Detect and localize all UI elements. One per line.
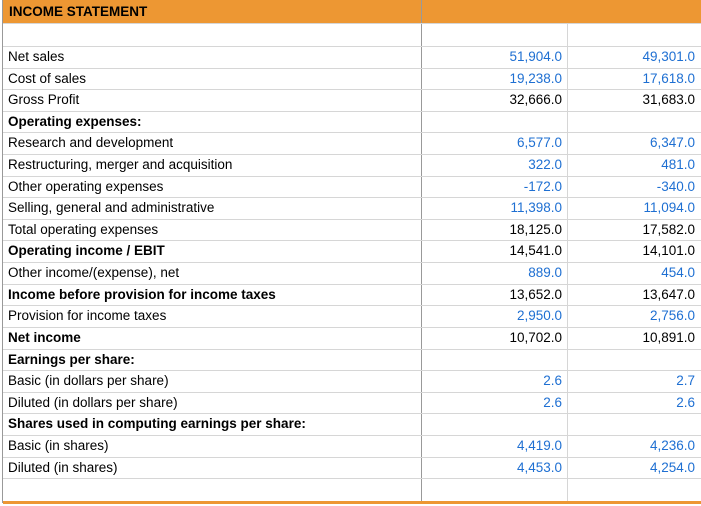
- spacer-value-cell-col2[interactable]: [568, 24, 701, 46]
- sheet-content: INCOME STATEMENT Net sales 51,904.0 49,3…: [3, 0, 701, 504]
- table-row: Basic (in shares) 4,419.0 4,236.0: [3, 435, 701, 458]
- row-value-col2[interactable]: 481.0: [661, 157, 695, 173]
- row-value-col1[interactable]: [422, 414, 568, 435]
- row-value-col2[interactable]: 454.0: [661, 265, 695, 281]
- page-title: INCOME STATEMENT: [9, 4, 148, 19]
- row-value-col2[interactable]: 10,891.0: [642, 329, 695, 345]
- title-cell[interactable]: INCOME STATEMENT: [3, 0, 422, 23]
- table-row: Other income/(expense), net 889.0 454.0: [3, 263, 701, 285]
- row-value-col2[interactable]: 2.7: [676, 373, 695, 389]
- row-label[interactable]: Restructuring, merger and acquisition: [3, 155, 422, 176]
- title-row: INCOME STATEMENT: [3, 0, 701, 24]
- row-value-col2[interactable]: 14,101.0: [642, 243, 695, 259]
- row-label[interactable]: [3, 479, 422, 501]
- spacer-row: [3, 24, 701, 47]
- row-value-col2[interactable]: 49,301.0: [642, 49, 695, 64]
- table-row: Cost of sales 19,238.0 17,618.0: [3, 68, 701, 91]
- table-row: Shares used in computing earnings per sh…: [3, 414, 701, 436]
- row-label[interactable]: Operating income / EBIT: [3, 241, 422, 263]
- table-row: Other operating expenses -172.0 -340.0: [3, 176, 701, 199]
- row-value-col1[interactable]: 322.0: [422, 155, 568, 176]
- row-label[interactable]: Cost of sales: [3, 68, 422, 90]
- row-value-col2[interactable]: [568, 479, 701, 501]
- table-row: Diluted (in dollars per share) 2.6 2.6: [3, 392, 701, 415]
- row-label[interactable]: Earnings per share:: [3, 349, 422, 371]
- row-label[interactable]: Basic (in dollars per share): [3, 371, 422, 392]
- table-row: Restructuring, merger and acquisition 32…: [3, 155, 701, 177]
- row-value-col2[interactable]: 4,254.0: [649, 459, 695, 475]
- row-label[interactable]: Operating expenses:: [3, 111, 422, 133]
- row-value-col2[interactable]: 13,647.0: [642, 286, 695, 302]
- row-label[interactable]: Selling, general and administrative: [3, 198, 422, 219]
- row-value-col1[interactable]: 2.6: [422, 371, 568, 392]
- row-label[interactable]: Net sales: [3, 47, 422, 68]
- row-value-col2[interactable]: 2,756.0: [649, 308, 695, 324]
- row-value-col1[interactable]: [422, 479, 568, 501]
- row-value-col1[interactable]: 4,419.0: [422, 435, 568, 457]
- table-row: Net sales 51,904.0 49,301.0: [3, 47, 701, 69]
- row-value-col1[interactable]: [422, 111, 568, 133]
- row-value-col2[interactable]: 2.6: [676, 394, 695, 410]
- bottom-accent-border: [3, 500, 701, 504]
- row-value-col2[interactable]: 17,582.0: [642, 221, 695, 237]
- table-row: Research and development 6,577.0 6,347.0: [3, 133, 701, 156]
- row-label[interactable]: Gross Profit: [3, 90, 422, 111]
- row-value-col1[interactable]: 51,904.0: [422, 47, 568, 68]
- row-value-col1[interactable]: -172.0: [422, 176, 568, 198]
- table-row: Gross Profit 32,666.0 31,683.0: [3, 90, 701, 112]
- sheet-left-border: [2, 0, 3, 503]
- row-label[interactable]: Income before provision for income taxes: [3, 284, 422, 306]
- table-row: Selling, general and administrative 11,3…: [3, 198, 701, 220]
- row-value-col1[interactable]: 19,238.0: [422, 68, 568, 90]
- row-value-col1[interactable]: 18,125.0: [422, 219, 568, 241]
- row-label[interactable]: Other income/(expense), net: [3, 263, 422, 284]
- row-value-col2[interactable]: 4,236.0: [649, 437, 695, 453]
- row-value-col2[interactable]: [568, 112, 701, 133]
- row-value-col1[interactable]: 13,652.0: [422, 284, 568, 306]
- table-row: Income before provision for income taxes…: [3, 284, 701, 307]
- row-value-col2[interactable]: [568, 350, 701, 371]
- table-row: Earnings per share:: [3, 349, 701, 372]
- row-value-col1[interactable]: 4,453.0: [422, 457, 568, 479]
- row-value-col1[interactable]: 10,702.0: [422, 327, 568, 349]
- row-value-col1[interactable]: 2,950.0: [422, 306, 568, 327]
- row-value-col1[interactable]: 2.6: [422, 392, 568, 414]
- row-value-col2[interactable]: -340.0: [656, 178, 695, 194]
- table-row: Operating expenses:: [3, 111, 701, 134]
- title-row-extension: [422, 0, 701, 23]
- row-label[interactable]: Other operating expenses: [3, 176, 422, 198]
- row-label[interactable]: Provision for income taxes: [3, 306, 422, 327]
- table-row: Net income 10,702.0 10,891.0: [3, 327, 701, 350]
- table-row: Basic (in dollars per share) 2.6 2.7: [3, 371, 701, 393]
- table-row: Provision for income taxes 2,950.0 2,756…: [3, 306, 701, 328]
- row-value-col2[interactable]: 11,094.0: [643, 200, 695, 216]
- row-label[interactable]: Total operating expenses: [3, 219, 422, 241]
- row-label[interactable]: Diluted (in dollars per share): [3, 392, 422, 414]
- row-value-col1[interactable]: 889.0: [422, 263, 568, 284]
- row-value-col2[interactable]: 31,683.0: [642, 92, 695, 108]
- table-row: Total operating expenses 18,125.0 17,582…: [3, 219, 701, 242]
- row-value-col2[interactable]: 6,347.0: [649, 135, 695, 151]
- row-label[interactable]: Research and development: [3, 133, 422, 155]
- row-value-col2[interactable]: 17,618.0: [642, 70, 695, 86]
- spacer-label-cell[interactable]: [3, 24, 422, 46]
- table-row: Operating income / EBIT 14,541.0 14,101.…: [3, 241, 701, 264]
- spacer-value-cell-col1[interactable]: [422, 24, 568, 46]
- row-value-col2[interactable]: [568, 414, 701, 435]
- row-value-col1[interactable]: 14,541.0: [422, 241, 568, 263]
- row-value-col1[interactable]: [422, 349, 568, 371]
- table-row: [3, 479, 701, 501]
- row-label[interactable]: Diluted (in shares): [3, 457, 422, 479]
- row-label[interactable]: Net income: [3, 327, 422, 349]
- row-value-col1[interactable]: 32,666.0: [422, 90, 568, 111]
- row-label[interactable]: Basic (in shares): [3, 435, 422, 457]
- row-value-col1[interactable]: 6,577.0: [422, 133, 568, 155]
- row-value-col1[interactable]: 11,398.0: [422, 198, 568, 219]
- table-body: Net sales 51,904.0 49,301.0 Cost of sale…: [3, 47, 701, 501]
- row-label[interactable]: Shares used in computing earnings per sh…: [3, 414, 422, 435]
- table-row: Diluted (in shares) 4,453.0 4,254.0: [3, 457, 701, 480]
